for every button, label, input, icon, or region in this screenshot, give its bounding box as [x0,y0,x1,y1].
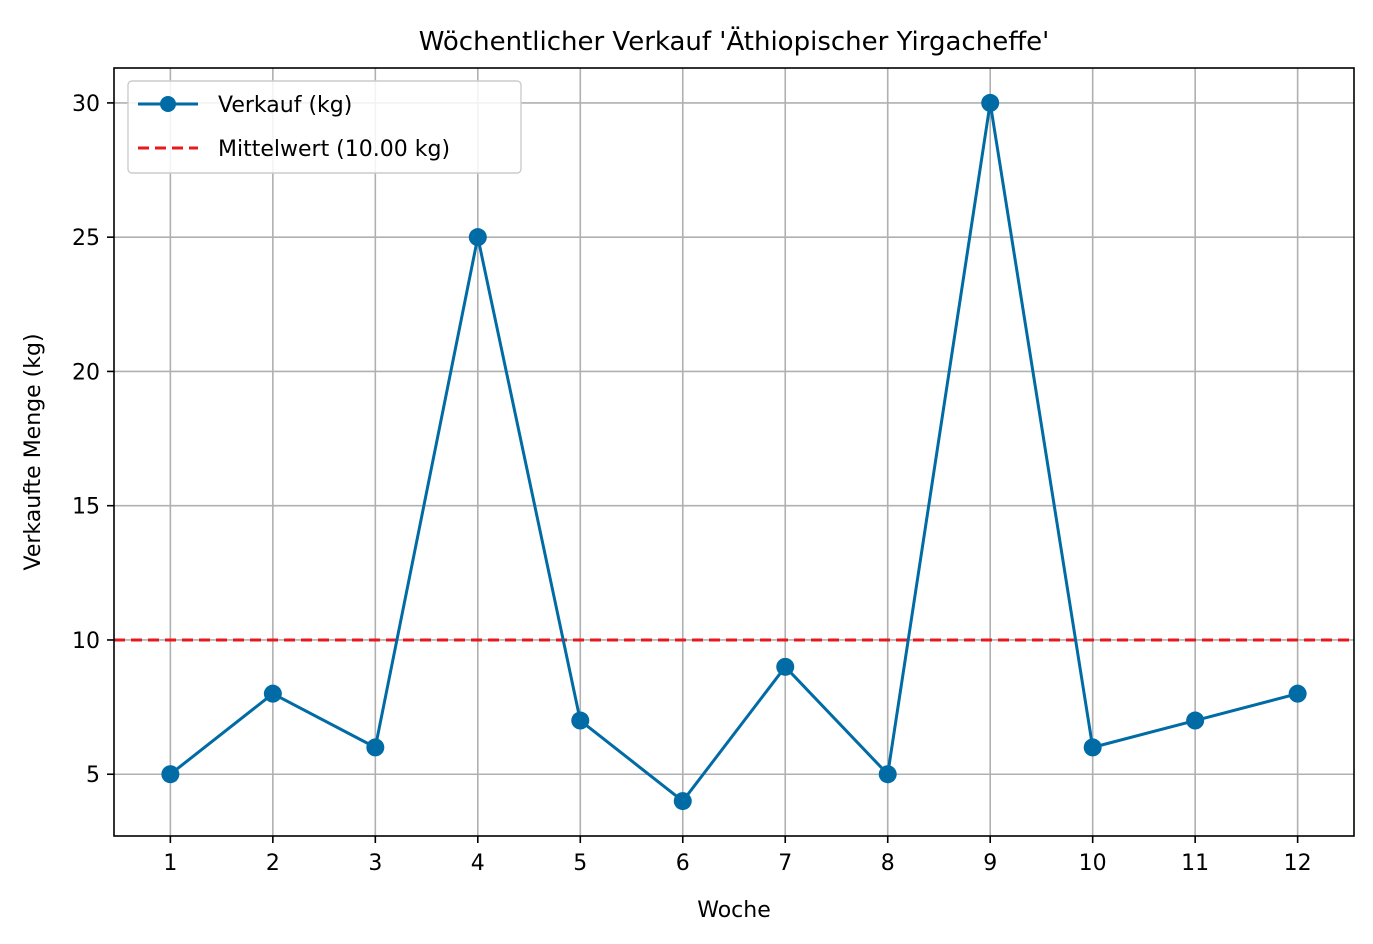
data-point [673,792,692,811]
x-tick-label: 12 [1284,851,1312,876]
y-tick-label: 25 [72,226,100,251]
x-tick-label: 1 [163,851,177,876]
data-point [878,765,897,784]
data-point [1186,711,1205,730]
x-tick-label: 3 [368,851,382,876]
data-point [161,765,180,784]
y-tick-label: 30 [72,92,100,117]
data-point [571,711,590,730]
legend-series-label: Verkauf (kg) [218,93,352,118]
data-series [161,93,1307,811]
y-tick-label: 20 [72,360,100,385]
legend-mean-label: Mittelwert (10.00 kg) [218,137,450,162]
data-point [1083,738,1102,757]
series-line [169,101,1299,803]
x-tick-label: 8 [881,851,895,876]
x-tick-label: 4 [471,851,485,876]
x-tick-label: 10 [1079,851,1107,876]
y-tick-label: 15 [72,495,100,520]
y-tick-label: 5 [86,763,100,788]
data-point [468,228,487,247]
x-tick-label: 9 [983,851,997,876]
x-tick-label: 5 [573,851,587,876]
x-tick-label: 11 [1181,851,1209,876]
data-point [263,684,282,703]
chart-title: Wöchentlicher Verkauf 'Äthiopischer Yirg… [419,25,1050,57]
data-point [981,93,1000,112]
data-point [776,657,795,676]
x-axis-label: Woche [697,898,771,923]
x-tick-label: 7 [778,851,792,876]
y-axis-label: Verkaufte Menge (kg) [21,333,46,570]
legend-series-marker [160,96,176,112]
data-point [366,738,385,757]
legend: Verkauf (kg) Mittelwert (10.00 kg) [127,80,522,174]
legend-box [127,80,522,174]
x-tick-label: 6 [676,851,690,876]
plot-frame [113,67,1355,837]
data-point [1288,684,1307,703]
x-tick-label: 2 [266,851,280,876]
y-tick-label: 10 [72,629,100,654]
